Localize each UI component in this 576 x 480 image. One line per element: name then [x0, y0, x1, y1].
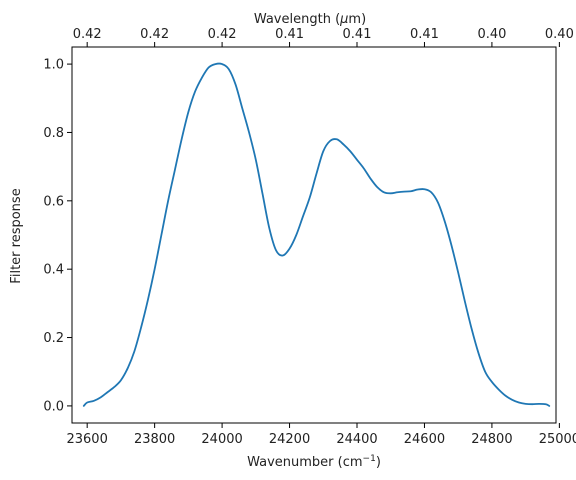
top-x-axis-label-mu: μ [339, 12, 348, 27]
top-x-tick-label: 0.42 [208, 27, 237, 42]
top-x-tick-label: 0.41 [275, 27, 304, 42]
top-x-tick-label: 0.41 [410, 27, 439, 42]
plot-frame [71, 46, 557, 424]
top-x-tick-label: 0.40 [545, 27, 574, 42]
top-x-axis-label: Wavelength (μm) [254, 12, 366, 27]
ticks-layer: 23600 23800 24000 24200 24400 24600 24800 25000… [43, 27, 576, 447]
top-x-tick-label: 0.42 [73, 27, 102, 42]
x-tick-label: 23600 [66, 432, 107, 447]
top-x-tick-label: 0.42 [140, 27, 169, 42]
filter-response-line [82, 62, 551, 407]
top-x-tick-label: 0.41 [343, 27, 372, 42]
x-tick-label: 24000 [201, 432, 242, 447]
y-tick-label: 0.2 [43, 331, 64, 346]
y-tick-label: 0.4 [43, 263, 64, 278]
y-tick-label: 1.0 [43, 58, 64, 73]
top-x-tick-label: 0.40 [477, 27, 506, 42]
x-tick-label: 24200 [269, 432, 310, 447]
y-axis-label: Filter response [9, 188, 24, 283]
x-axis-label: Wavenumber (cm−1) [247, 454, 381, 470]
x-tick-label: 24400 [336, 432, 377, 447]
x-axis-label-superscript: −1 [363, 454, 376, 464]
x-tick-label: 24800 [471, 432, 512, 447]
x-tick-label: 24600 [404, 432, 445, 447]
y-tick-label: 0.0 [43, 399, 64, 414]
plot-layer [82, 62, 551, 407]
y-tick-label: 0.6 [43, 194, 64, 209]
y-tick-label: 0.8 [43, 126, 64, 141]
x-tick-label: 25000 [539, 432, 576, 447]
x-tick-label: 23800 [134, 432, 175, 447]
